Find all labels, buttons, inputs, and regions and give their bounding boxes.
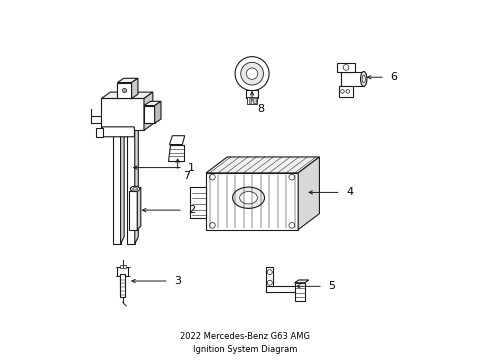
Bar (144, 105, 155, 123)
Text: 2022 Mercedes-Benz G63 AMG
Ignition System Diagram: 2022 Mercedes-Benz G63 AMG Ignition Syst… (180, 332, 310, 354)
Ellipse shape (233, 187, 265, 208)
Ellipse shape (362, 75, 366, 83)
Circle shape (341, 90, 344, 93)
Polygon shape (266, 267, 273, 292)
Text: 4: 4 (346, 188, 353, 197)
Polygon shape (132, 78, 138, 99)
Polygon shape (339, 86, 353, 97)
Text: 2: 2 (188, 205, 196, 215)
Ellipse shape (361, 72, 367, 86)
Polygon shape (294, 280, 309, 283)
Polygon shape (168, 145, 184, 161)
Ellipse shape (130, 186, 140, 192)
Circle shape (210, 174, 215, 180)
Bar (129, 191, 137, 230)
Polygon shape (266, 286, 302, 292)
Circle shape (246, 68, 258, 79)
Polygon shape (298, 157, 319, 230)
Text: 1: 1 (188, 163, 196, 172)
Polygon shape (137, 187, 141, 230)
Circle shape (241, 62, 264, 85)
Polygon shape (337, 63, 355, 72)
Polygon shape (113, 127, 124, 130)
Polygon shape (155, 101, 161, 123)
Polygon shape (135, 130, 138, 244)
Circle shape (268, 280, 272, 285)
Circle shape (210, 222, 215, 228)
Circle shape (289, 222, 294, 228)
Polygon shape (144, 92, 153, 130)
Bar (249, 99, 251, 103)
Polygon shape (101, 92, 153, 99)
Bar (127, 130, 135, 244)
Ellipse shape (240, 192, 257, 204)
Circle shape (235, 57, 269, 91)
Bar (120, 265, 125, 267)
Text: 7: 7 (183, 171, 190, 181)
Bar (206, 173, 298, 230)
Polygon shape (170, 136, 185, 145)
Bar (294, 283, 305, 301)
Polygon shape (190, 187, 206, 218)
Bar (247, 97, 257, 104)
Bar (253, 99, 256, 103)
Polygon shape (96, 128, 103, 138)
Text: 3: 3 (174, 276, 181, 286)
Text: 5: 5 (328, 281, 335, 291)
Bar (245, 90, 258, 98)
Bar (118, 82, 132, 99)
Circle shape (289, 174, 294, 180)
Ellipse shape (133, 188, 138, 190)
Polygon shape (206, 157, 319, 173)
FancyBboxPatch shape (102, 127, 134, 137)
Text: 8: 8 (257, 104, 265, 114)
Bar (118, 267, 128, 276)
Circle shape (343, 65, 349, 70)
Circle shape (346, 90, 349, 93)
Polygon shape (121, 130, 124, 244)
Polygon shape (118, 78, 138, 82)
Circle shape (268, 270, 272, 275)
Polygon shape (144, 101, 161, 105)
Polygon shape (341, 72, 364, 86)
Bar (120, 274, 125, 297)
Bar (113, 130, 121, 244)
Text: 6: 6 (391, 72, 397, 82)
Polygon shape (127, 127, 138, 130)
Bar (101, 99, 144, 130)
Circle shape (122, 88, 126, 93)
